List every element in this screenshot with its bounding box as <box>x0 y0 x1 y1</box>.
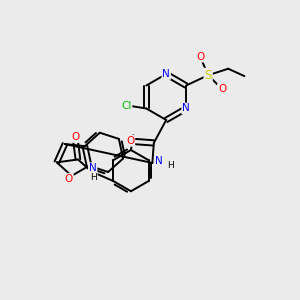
Text: O: O <box>126 136 134 146</box>
Text: N: N <box>162 69 170 79</box>
Text: O: O <box>64 174 73 184</box>
Text: Cl: Cl <box>121 101 131 111</box>
Text: O: O <box>71 132 80 142</box>
Text: N: N <box>182 103 190 113</box>
Text: H: H <box>90 173 97 182</box>
Text: O: O <box>197 52 205 62</box>
Text: H: H <box>167 161 173 170</box>
Text: N: N <box>155 157 163 166</box>
Text: N: N <box>89 163 97 173</box>
Text: O: O <box>218 84 226 94</box>
Text: S: S <box>205 69 212 82</box>
